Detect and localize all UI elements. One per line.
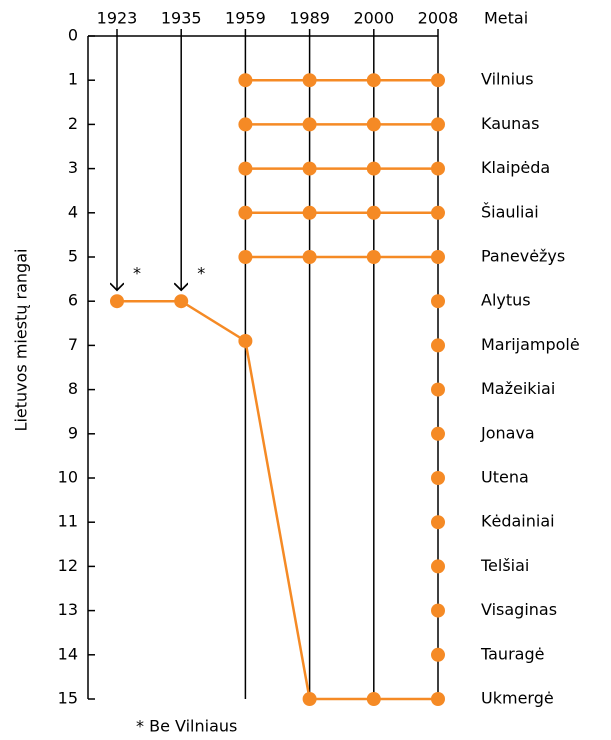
point (431, 250, 445, 264)
point (302, 692, 317, 706)
point (431, 692, 445, 706)
series-label: Tauragė (480, 644, 544, 663)
point (238, 73, 253, 88)
point (431, 426, 445, 441)
x-tick-label: 2008 (418, 9, 459, 28)
point (431, 515, 445, 530)
y-tick-label: 5 (68, 247, 78, 266)
point (431, 161, 445, 176)
point (238, 117, 253, 132)
series-label: Šiauliai (481, 202, 539, 221)
series-label: Mažeikiai (481, 379, 555, 398)
series-line (117, 299, 438, 701)
series-label: Jonava (480, 423, 535, 442)
point (366, 692, 381, 706)
x-tick-label: 1959 (225, 9, 266, 28)
x-tick-label: 1923 (97, 9, 138, 28)
point (238, 333, 253, 348)
point (302, 117, 317, 132)
series-label: Alytus (481, 291, 531, 310)
point (366, 161, 381, 176)
point (431, 205, 445, 220)
point (431, 647, 445, 662)
y-tick-label: 14 (58, 644, 78, 663)
y-tick-label: 9 (68, 423, 78, 442)
point (302, 250, 317, 264)
series-label: Klaipėda (481, 158, 550, 177)
point (431, 559, 445, 574)
series-label: Telšiai (480, 556, 529, 575)
point (431, 338, 445, 353)
point (302, 73, 317, 88)
x-tick-label: 1935 (161, 9, 202, 28)
series-label: Kėdainiai (481, 512, 555, 531)
y-tick-label: 8 (68, 379, 78, 398)
series-label: Visaginas (481, 600, 557, 619)
series-label: Kaunas (481, 114, 539, 133)
series-label: Ukmergė (481, 689, 554, 708)
y-tick-label: 11 (58, 512, 78, 531)
point (366, 117, 381, 132)
x-axis-label: Metai (484, 9, 528, 28)
footnote: * Be Vilniaus (136, 717, 237, 736)
y-tick-label: 1 (68, 70, 78, 89)
y-tick-label: 6 (68, 291, 78, 310)
y-tick-label: 0 (68, 26, 78, 45)
point (110, 294, 124, 309)
point (366, 205, 381, 220)
x-tick-label: 2000 (353, 9, 394, 28)
y-tick-label: 10 (58, 468, 78, 487)
annotation: * (197, 264, 205, 283)
point (302, 205, 317, 220)
y-tick-label: 4 (68, 202, 78, 221)
point (431, 471, 445, 485)
series-label: Vilnius (481, 70, 534, 89)
point (238, 205, 253, 220)
point (431, 73, 445, 88)
point (238, 250, 253, 264)
series-label: Marijampolė (481, 335, 580, 354)
point (238, 161, 253, 176)
y-tick-label: 7 (68, 335, 78, 354)
point (431, 603, 445, 618)
x-tick-label: 1989 (289, 9, 330, 28)
point (431, 382, 445, 397)
point (431, 117, 445, 132)
y-tick-label: 2 (68, 114, 78, 133)
y-tick-label: 3 (68, 158, 78, 177)
series-label: Utena (481, 468, 529, 487)
point (366, 250, 381, 264)
point (174, 294, 189, 309)
y-tick-label: 12 (58, 556, 78, 575)
y-axis-label: Lietuvos miestų rangai (12, 249, 31, 432)
point (431, 294, 445, 309)
series-label: Panevėžys (481, 247, 565, 266)
annotation: * (133, 264, 141, 283)
point (302, 161, 317, 176)
point (366, 73, 381, 88)
y-tick-label: 15 (58, 689, 78, 708)
y-tick-label: 13 (58, 600, 78, 619)
